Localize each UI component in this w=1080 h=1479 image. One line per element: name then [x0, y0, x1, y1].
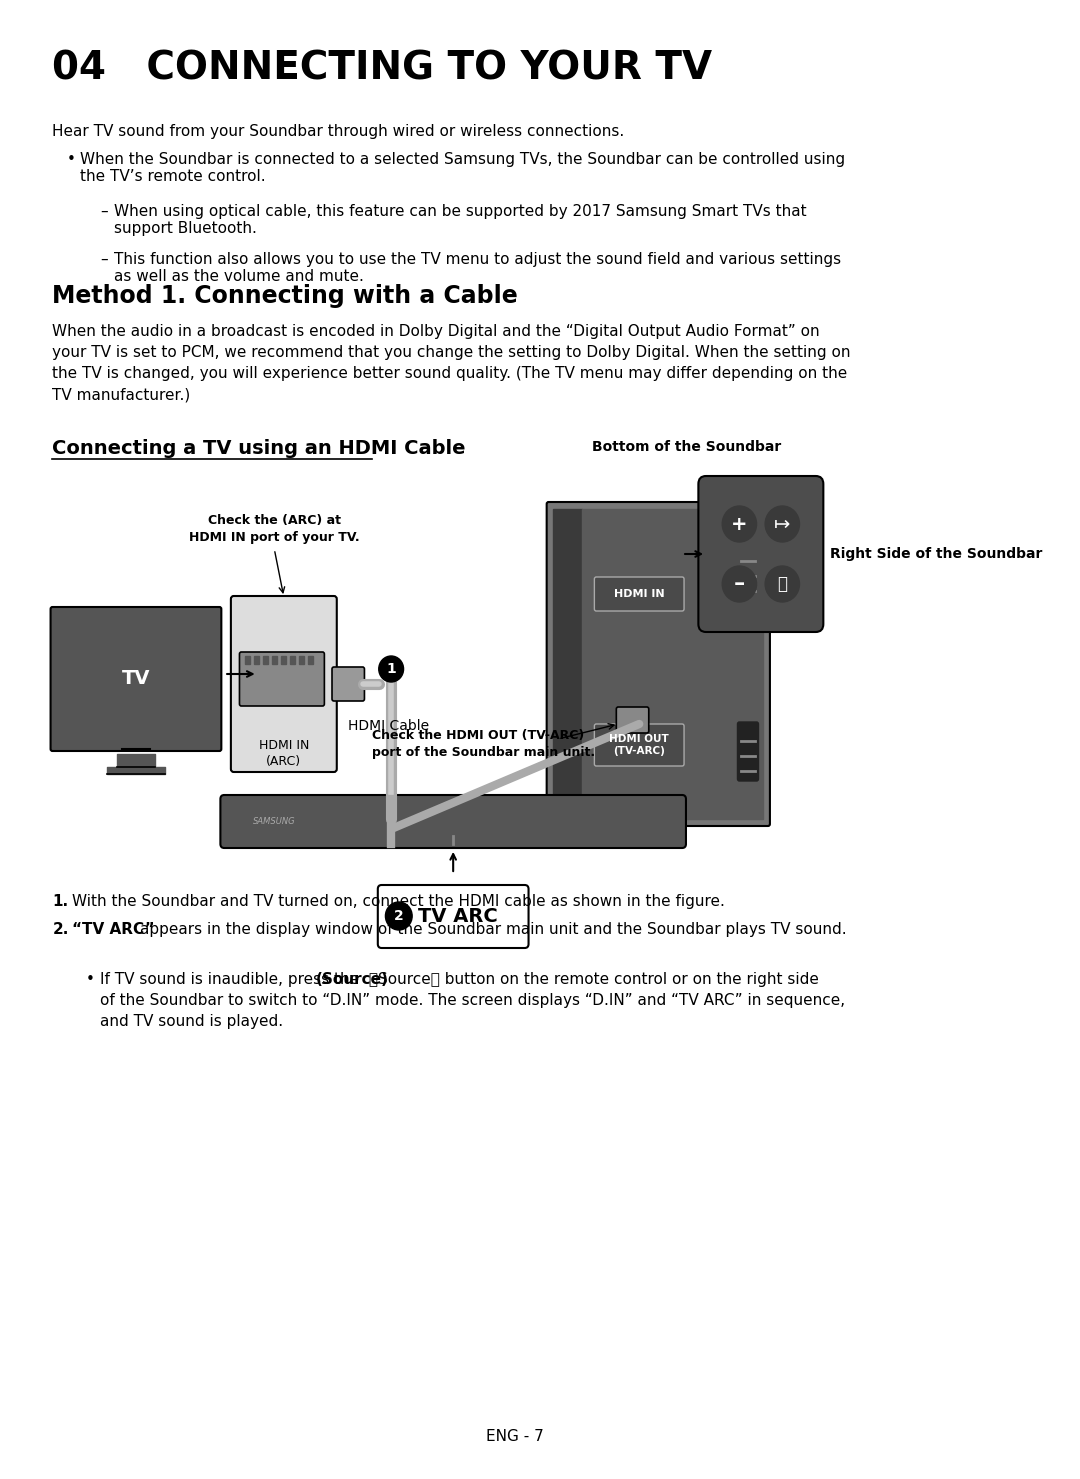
- FancyBboxPatch shape: [738, 722, 758, 781]
- FancyBboxPatch shape: [240, 652, 324, 705]
- FancyBboxPatch shape: [378, 884, 528, 948]
- Text: When the Soundbar is connected to a selected Samsung TVs, the Soundbar can be co: When the Soundbar is connected to a sele…: [80, 152, 846, 185]
- Text: Right Side of the Soundbar: Right Side of the Soundbar: [831, 547, 1042, 561]
- Text: 04   CONNECTING TO YOUR TV: 04 CONNECTING TO YOUR TV: [53, 49, 713, 87]
- Text: Check the HDMI OUT (TV-ARC)
port of the Soundbar main unit.: Check the HDMI OUT (TV-ARC) port of the …: [373, 729, 595, 759]
- Text: Connecting a TV using an HDMI Cable: Connecting a TV using an HDMI Cable: [53, 439, 465, 458]
- Text: Check the (ARC) at
HDMI IN port of your TV.: Check the (ARC) at HDMI IN port of your …: [189, 515, 360, 544]
- Text: •: •: [67, 152, 76, 167]
- Circle shape: [765, 566, 799, 602]
- FancyBboxPatch shape: [594, 725, 684, 766]
- Bar: [281, 657, 286, 664]
- Text: –: –: [100, 204, 108, 219]
- Bar: [308, 657, 312, 664]
- Bar: [582, 509, 764, 819]
- FancyBboxPatch shape: [231, 596, 337, 772]
- Text: TV ARC: TV ARC: [418, 907, 498, 926]
- Text: “TV ARC”: “TV ARC”: [71, 921, 154, 938]
- FancyBboxPatch shape: [738, 541, 758, 600]
- Bar: [553, 509, 582, 819]
- Bar: [272, 657, 276, 664]
- FancyBboxPatch shape: [546, 501, 770, 825]
- Circle shape: [765, 506, 799, 541]
- Text: 1: 1: [387, 663, 396, 676]
- Bar: [299, 657, 303, 664]
- Text: Bottom of the Soundbar: Bottom of the Soundbar: [592, 439, 782, 454]
- Circle shape: [386, 902, 413, 930]
- Circle shape: [723, 506, 757, 541]
- Bar: [289, 657, 295, 664]
- Text: When the audio in a broadcast is encoded in Dolby Digital and the “Digital Outpu: When the audio in a broadcast is encoded…: [53, 324, 851, 402]
- Circle shape: [379, 657, 404, 682]
- Bar: [254, 657, 259, 664]
- Text: This function also allows you to use the TV menu to adjust the sound field and v: This function also allows you to use the…: [113, 251, 840, 284]
- Text: appears in the display window of the Soundbar main unit and the Soundbar plays T: appears in the display window of the Sou…: [140, 921, 847, 938]
- Bar: [245, 657, 249, 664]
- Text: +: +: [731, 515, 747, 534]
- Text: HDMI IN
(ARC): HDMI IN (ARC): [258, 740, 309, 768]
- FancyBboxPatch shape: [374, 810, 408, 847]
- FancyBboxPatch shape: [51, 606, 221, 751]
- Text: (Source): (Source): [315, 972, 389, 986]
- Text: 2.: 2.: [53, 921, 69, 938]
- Text: ↦: ↦: [774, 515, 791, 534]
- Circle shape: [723, 566, 757, 602]
- Text: If TV sound is inaudible, press the  （Source） button on the remote control or on: If TV sound is inaudible, press the （Sou…: [100, 972, 846, 1029]
- Text: HDMI IN: HDMI IN: [613, 589, 664, 599]
- Text: HDMI OUT
(TV-ARC): HDMI OUT (TV-ARC): [609, 734, 670, 756]
- FancyBboxPatch shape: [699, 476, 823, 632]
- Text: ENG - 7: ENG - 7: [486, 1429, 544, 1444]
- Text: ⏻: ⏻: [778, 575, 787, 593]
- Text: SAMSUNG: SAMSUNG: [253, 816, 296, 825]
- Text: Hear TV sound from your Soundbar through wired or wireless connections.: Hear TV sound from your Soundbar through…: [53, 124, 624, 139]
- Bar: [264, 657, 268, 664]
- FancyBboxPatch shape: [594, 577, 684, 611]
- Text: 1.: 1.: [53, 893, 69, 910]
- FancyBboxPatch shape: [220, 796, 686, 847]
- Text: Method 1. Connecting with a Cable: Method 1. Connecting with a Cable: [53, 284, 518, 308]
- Text: 2: 2: [394, 910, 404, 923]
- FancyBboxPatch shape: [332, 667, 364, 701]
- Text: HDMI Cable: HDMI Cable: [348, 719, 430, 734]
- FancyBboxPatch shape: [617, 707, 649, 734]
- Text: TV: TV: [122, 670, 150, 689]
- Text: With the Soundbar and TV turned on, connect the HDMI cable as shown in the figur: With the Soundbar and TV turned on, conn…: [71, 893, 725, 910]
- Text: –: –: [100, 251, 108, 268]
- Text: •: •: [86, 972, 95, 986]
- Text: –: –: [733, 574, 745, 595]
- Text: When using optical cable, this feature can be supported by 2017 Samsung Smart TV: When using optical cable, this feature c…: [113, 204, 806, 237]
